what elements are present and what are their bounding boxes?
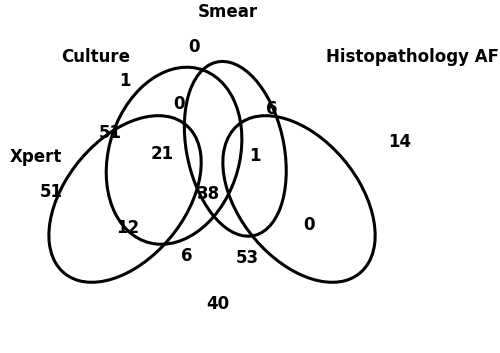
Text: 53: 53 <box>236 249 259 267</box>
Text: 6: 6 <box>266 100 278 118</box>
Text: 6: 6 <box>180 247 192 265</box>
Text: Xpert: Xpert <box>10 149 62 167</box>
Text: Smear: Smear <box>198 3 258 21</box>
Text: 1: 1 <box>249 147 260 165</box>
Text: 1: 1 <box>120 72 131 90</box>
Text: 12: 12 <box>116 220 139 237</box>
Text: 0: 0 <box>173 95 184 113</box>
Text: 0: 0 <box>303 216 314 234</box>
Text: 40: 40 <box>206 295 230 313</box>
Text: 51: 51 <box>40 183 63 201</box>
Text: Histopathology AFB: Histopathology AFB <box>326 48 500 66</box>
Text: 38: 38 <box>197 185 220 203</box>
Text: 14: 14 <box>388 133 411 151</box>
Text: Culture: Culture <box>62 48 130 66</box>
Text: 0: 0 <box>188 38 200 56</box>
Text: 21: 21 <box>150 145 174 163</box>
Text: 51: 51 <box>99 124 122 142</box>
